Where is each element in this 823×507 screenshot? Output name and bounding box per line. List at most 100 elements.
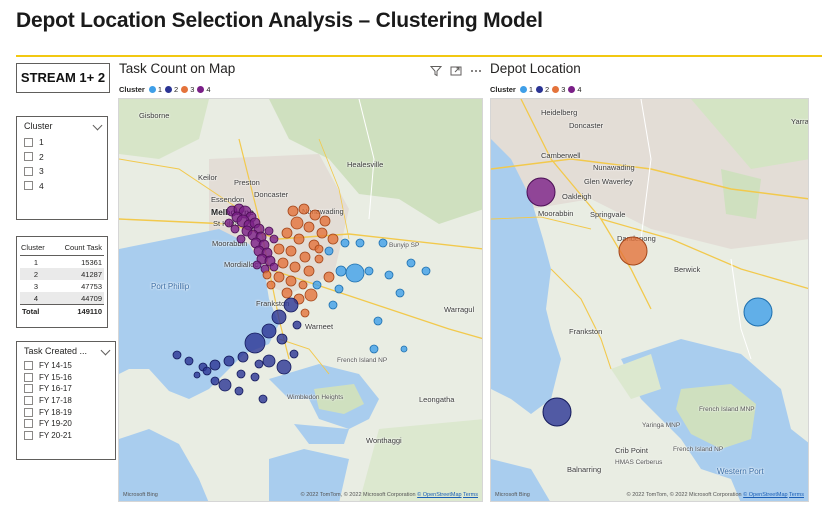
cluster-option-4[interactable]: 4 (24, 179, 107, 194)
checkbox[interactable] (24, 361, 33, 371)
count-cell: 44709 (51, 292, 104, 305)
map-label-doncaster: Doncaster (254, 190, 289, 199)
focus-mode-icon[interactable] (448, 64, 464, 78)
terms-link[interactable]: Terms (463, 492, 478, 498)
total-value: 149110 (51, 304, 104, 318)
stream-label: STREAM 1+ 2 (20, 70, 106, 85)
fy-option[interactable]: FY 19-20 (24, 418, 115, 430)
map-label-port-phillip: Port Phillip (151, 282, 190, 291)
column-header-cluster[interactable]: Cluster (20, 241, 52, 256)
checkbox[interactable] (24, 396, 33, 406)
terms-link[interactable]: Terms (789, 492, 804, 498)
checkbox[interactable] (24, 152, 33, 162)
cluster-cell: 2 (20, 268, 52, 280)
checkbox[interactable] (24, 137, 33, 147)
legend-dot (181, 86, 189, 93)
legend-item-4[interactable]: 4 (197, 85, 211, 94)
cluster-1-bubbles (312, 238, 431, 354)
cluster-option-label: 3 (39, 166, 44, 177)
task-created-slicer-header[interactable]: Task Created ... (17, 342, 115, 360)
map-label-frankston: Frankston (569, 327, 603, 336)
map-label-french-island-mnp: French Island MNP (699, 406, 755, 413)
count-cell: 15361 (81, 257, 102, 267)
task-count-map-visual: Task Count on Map Cluster 1 2 3 4 (117, 57, 484, 503)
more-options-icon[interactable] (468, 64, 484, 78)
legend-label: 1 (528, 85, 534, 94)
checkbox[interactable] (24, 181, 33, 191)
legend-dot (568, 86, 576, 93)
fy-option[interactable]: FY 15-16 (24, 372, 115, 384)
checkbox[interactable] (24, 419, 33, 429)
depot-cluster-3[interactable] (618, 236, 648, 266)
depot-map-legend: Cluster 1 2 3 4 (490, 85, 585, 94)
osm-link[interactable]: © OpenStreetMap (417, 492, 462, 498)
fy-option[interactable]: FY 14-15 (24, 360, 115, 372)
cluster-option-label: 2 (39, 151, 44, 162)
cluster-count-table: Cluster Count Task 1 15361 2 41287 3 477… (16, 236, 108, 328)
task-map-title: Task Count on Map (119, 61, 236, 76)
depot-cluster-2[interactable] (542, 397, 572, 427)
cluster-4-bubbles (224, 203, 279, 274)
cluster-option-label: 1 (39, 137, 44, 148)
legend-item-1[interactable]: 1 (519, 85, 534, 94)
checkbox[interactable] (24, 430, 33, 440)
attribution-text: © 2022 TomTom, © 2022 Microsoft Corporat… (300, 492, 416, 498)
map-label-french-island-np: French Island NP (337, 357, 388, 364)
chevron-down-icon[interactable] (100, 345, 111, 356)
cluster-option-3[interactable]: 3 (24, 164, 107, 179)
cluster-option-2[interactable]: 2 (24, 150, 107, 165)
task-map-legend: Cluster 1 2 3 4 (119, 85, 214, 94)
legend-dot (165, 86, 173, 93)
map-label-berwick: Berwick (674, 265, 701, 274)
cluster-cell: 1 (33, 257, 39, 267)
bing-logo: Microsoft Bing (123, 492, 158, 498)
map-label-crib-point: Crib Point (615, 446, 648, 455)
cluster-slicer-header[interactable]: Cluster (17, 117, 107, 135)
checkbox[interactable] (24, 407, 33, 417)
map-label-camberwell: Camberwell (541, 151, 581, 160)
legend-item-1[interactable]: 1 (148, 85, 162, 94)
depot-map-canvas[interactable]: Heidelberg Doncaster Camberwell Nunawadi… (490, 98, 809, 502)
map-label-wimbledon-heights: Wimbledon Heights (287, 394, 344, 401)
column-header-count-task[interactable]: Count Task (51, 241, 104, 256)
depot-cluster-1[interactable] (743, 297, 773, 327)
fy-option[interactable]: FY 16-17 (24, 383, 115, 395)
fy-option[interactable]: FY 17-18 (24, 395, 115, 407)
fy-option[interactable]: FY 20-21 (24, 430, 115, 442)
table-row: 3 47753 (20, 280, 104, 292)
map-label-nunawading: Nunawading (593, 163, 635, 172)
map-label-nunawading: Nunawading (302, 207, 344, 216)
legend-item-3[interactable]: 3 (552, 85, 565, 94)
map-label-mordialloc: Mordialloc (224, 260, 259, 269)
legend-item-2[interactable]: 2 (536, 85, 549, 94)
legend-item-4[interactable]: 4 (568, 85, 582, 94)
legend-dot (519, 86, 527, 93)
count-cell: 47753 (81, 281, 102, 291)
legend-item-3[interactable]: 3 (181, 85, 194, 94)
legend-label: 4 (206, 85, 211, 94)
total-label: Total (20, 304, 52, 318)
depot-cluster-4[interactable] (526, 177, 556, 207)
checkbox[interactable] (24, 372, 33, 382)
checkbox[interactable] (24, 384, 33, 394)
map-label-moorabbin: Moorabbin (538, 209, 574, 218)
osm-link[interactable]: © OpenStreetMap (743, 492, 788, 498)
table-row: 2 41287 (20, 268, 104, 280)
fy-option-label: FY 19-20 (39, 419, 72, 429)
visual-header-toolbar (424, 64, 484, 78)
legend-dot (197, 86, 205, 93)
table-total-row: Total 149110 (20, 304, 104, 318)
map-label-leongatha: Leongatha (419, 395, 455, 404)
legend-label: 4 (577, 85, 582, 94)
task-created-slicer: Task Created ... FY 14-15 FY 15-16 FY 16… (16, 341, 116, 460)
cluster-2-bubbles (172, 297, 302, 404)
cluster-option-1[interactable]: 1 (24, 135, 107, 150)
legend-item-2[interactable]: 2 (165, 85, 178, 94)
filter-icon[interactable] (428, 64, 444, 78)
fy-option[interactable]: FY 18-19 (24, 406, 115, 418)
map-label-essendon: Essendon (211, 195, 245, 204)
task-map-canvas[interactable]: Gisborne Healesville Preston Keilor Donc… (118, 98, 483, 502)
bing-logo: Microsoft Bing (495, 492, 530, 498)
chevron-down-icon[interactable] (92, 120, 103, 131)
checkbox[interactable] (24, 166, 33, 176)
